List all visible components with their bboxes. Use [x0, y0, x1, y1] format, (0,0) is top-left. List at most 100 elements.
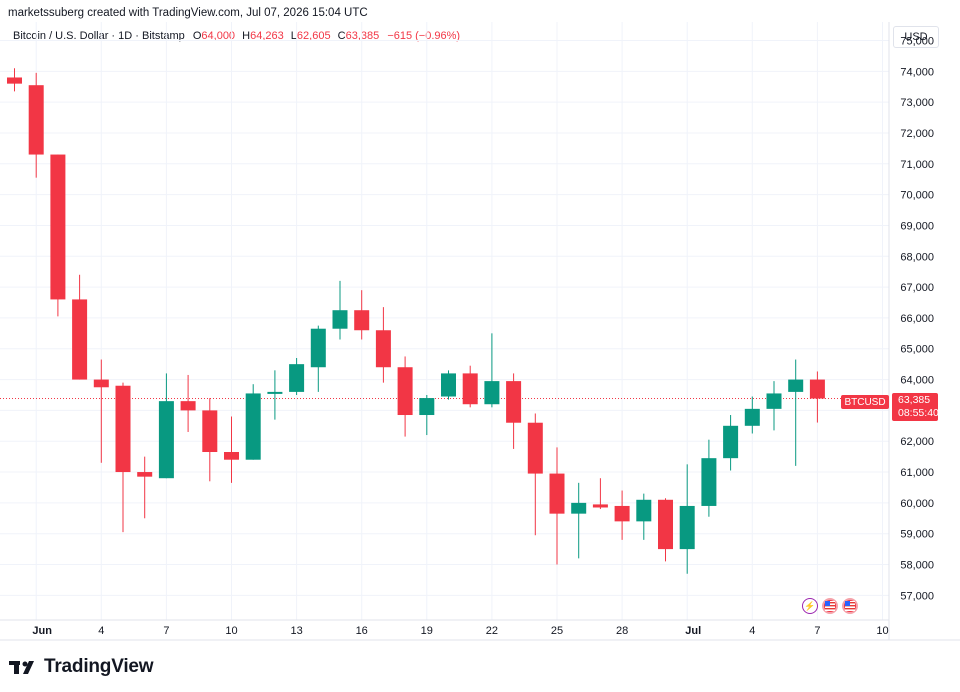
bullish-candle — [245, 384, 261, 460]
candle-body — [462, 373, 478, 405]
change-value: −615 (−0.96%) — [387, 30, 461, 42]
dividend-event-icon[interactable]: ⚡ — [802, 598, 818, 614]
candle-body — [245, 393, 261, 460]
bullish-candle — [158, 373, 174, 479]
bearish-candle — [137, 456, 153, 519]
price-tick-label: 57,000 — [900, 590, 934, 602]
bearish-candle — [658, 498, 673, 562]
price-tick-label: 59,000 — [900, 529, 934, 541]
candle-body — [614, 505, 630, 522]
time-tick-label: 10 — [225, 625, 237, 637]
time-tick-label: 7 — [814, 625, 820, 637]
candle-body — [679, 505, 695, 550]
bullish-candle — [419, 394, 435, 436]
time-tick-label: 4 — [98, 625, 104, 637]
time-tick-label: 13 — [290, 625, 302, 637]
event-icons: ⚡ — [802, 598, 858, 614]
us-flag-event-icon-2[interactable] — [842, 598, 858, 614]
bearish-candle — [50, 154, 66, 317]
candle-body — [441, 373, 456, 397]
bearish-candle — [224, 416, 239, 483]
bearish-candle — [809, 371, 825, 423]
candle-body — [7, 77, 22, 84]
candle-body — [202, 410, 218, 453]
candle-body — [310, 328, 326, 368]
price-tick-label: 60,000 — [900, 498, 934, 510]
symbol-description[interactable]: Bitcoin / U.S. Dollar · 1D · Bitstamp — [13, 30, 185, 42]
bearish-candle — [592, 478, 608, 510]
price-tick-label: 58,000 — [900, 560, 934, 572]
candle-body — [788, 379, 804, 392]
bullish-candle — [788, 359, 804, 466]
candle-body — [701, 458, 717, 506]
high-value: 64,263 — [250, 30, 284, 42]
candle-body — [571, 502, 587, 514]
us-flag-event-icon[interactable] — [822, 598, 838, 614]
bullish-candle — [332, 280, 348, 340]
price-tick-label: 67,000 — [900, 282, 934, 294]
candle-body — [397, 367, 413, 416]
price-tick-label: 69,000 — [900, 220, 934, 232]
candle-body — [419, 398, 435, 416]
candle-body — [636, 499, 652, 522]
bullish-candle — [766, 381, 782, 431]
time-tick-label: 22 — [486, 625, 498, 637]
bearish-candle — [614, 490, 630, 540]
time-tick-label: Jun — [32, 625, 52, 637]
candle-body — [354, 310, 370, 331]
last-price-label: 63,385 08:55:40 — [892, 393, 939, 421]
bearish-candle — [354, 290, 370, 340]
open-value: 64,000 — [201, 30, 236, 42]
currency-label: USD — [904, 31, 928, 43]
high-label: H — [242, 30, 251, 42]
tradingview-logo-icon — [9, 660, 34, 674]
candle-body — [723, 425, 739, 459]
bullish-candle — [723, 415, 739, 471]
bullish-candle — [484, 333, 500, 408]
time-tick-label: 7 — [163, 625, 169, 637]
price-tick-label: 64,000 — [900, 375, 934, 387]
candle-body — [224, 452, 239, 460]
bullish-candle — [267, 370, 283, 420]
time-tick-label: 4 — [749, 625, 755, 637]
low-value: 62,605 — [296, 30, 331, 42]
tradingview-logo-text: TradingView — [44, 656, 154, 677]
last-price-value: 63,385 — [898, 394, 931, 406]
bearish-candle — [397, 356, 413, 437]
candle-body — [809, 379, 825, 399]
price-tick-label: 68,000 — [900, 251, 934, 263]
bullish-candle — [701, 439, 717, 517]
time-tick-label: 16 — [356, 625, 368, 637]
price-tick-label: 72,000 — [900, 128, 934, 140]
candle-body — [180, 401, 196, 411]
candle-body — [658, 499, 673, 550]
chart-credit: marketssuberg created with TradingView.c… — [8, 7, 368, 19]
bar-countdown: 08:55:40 — [898, 407, 939, 419]
time-tick-label: Jul — [685, 625, 701, 637]
price-axis[interactable]: 57,00058,00059,00060,00061,00062,00063,0… — [900, 35, 934, 602]
price-tick-label: 65,000 — [900, 344, 934, 356]
time-tick-label: 25 — [551, 625, 563, 637]
price-tick-label: 71,000 — [900, 159, 934, 171]
time-axis[interactable]: Jun 4 7 10 13 16 19 22 25 28 Jul 4 7 10 — [32, 625, 888, 637]
bearish-candle — [93, 359, 109, 463]
bearish-candle — [115, 382, 131, 533]
candle-body — [744, 408, 760, 426]
price-tag-symbol: BTCUSD — [844, 396, 886, 408]
currency-selector[interactable]: USD — [893, 26, 939, 48]
candle-body — [115, 385, 131, 473]
time-tick-label: 28 — [616, 625, 628, 637]
candle-body — [137, 472, 153, 477]
price-tick-label: 66,000 — [900, 313, 934, 325]
bearish-candle — [549, 447, 565, 565]
candle-body — [72, 299, 88, 380]
bullish-candle — [571, 482, 587, 559]
tradingview-logo[interactable]: TradingView — [9, 656, 154, 678]
candle-body — [484, 381, 500, 405]
bullish-candle — [679, 464, 695, 574]
bearish-candle — [527, 413, 543, 536]
bearish-candle — [72, 274, 88, 380]
candle-body — [93, 379, 109, 388]
candle-body — [28, 85, 44, 155]
